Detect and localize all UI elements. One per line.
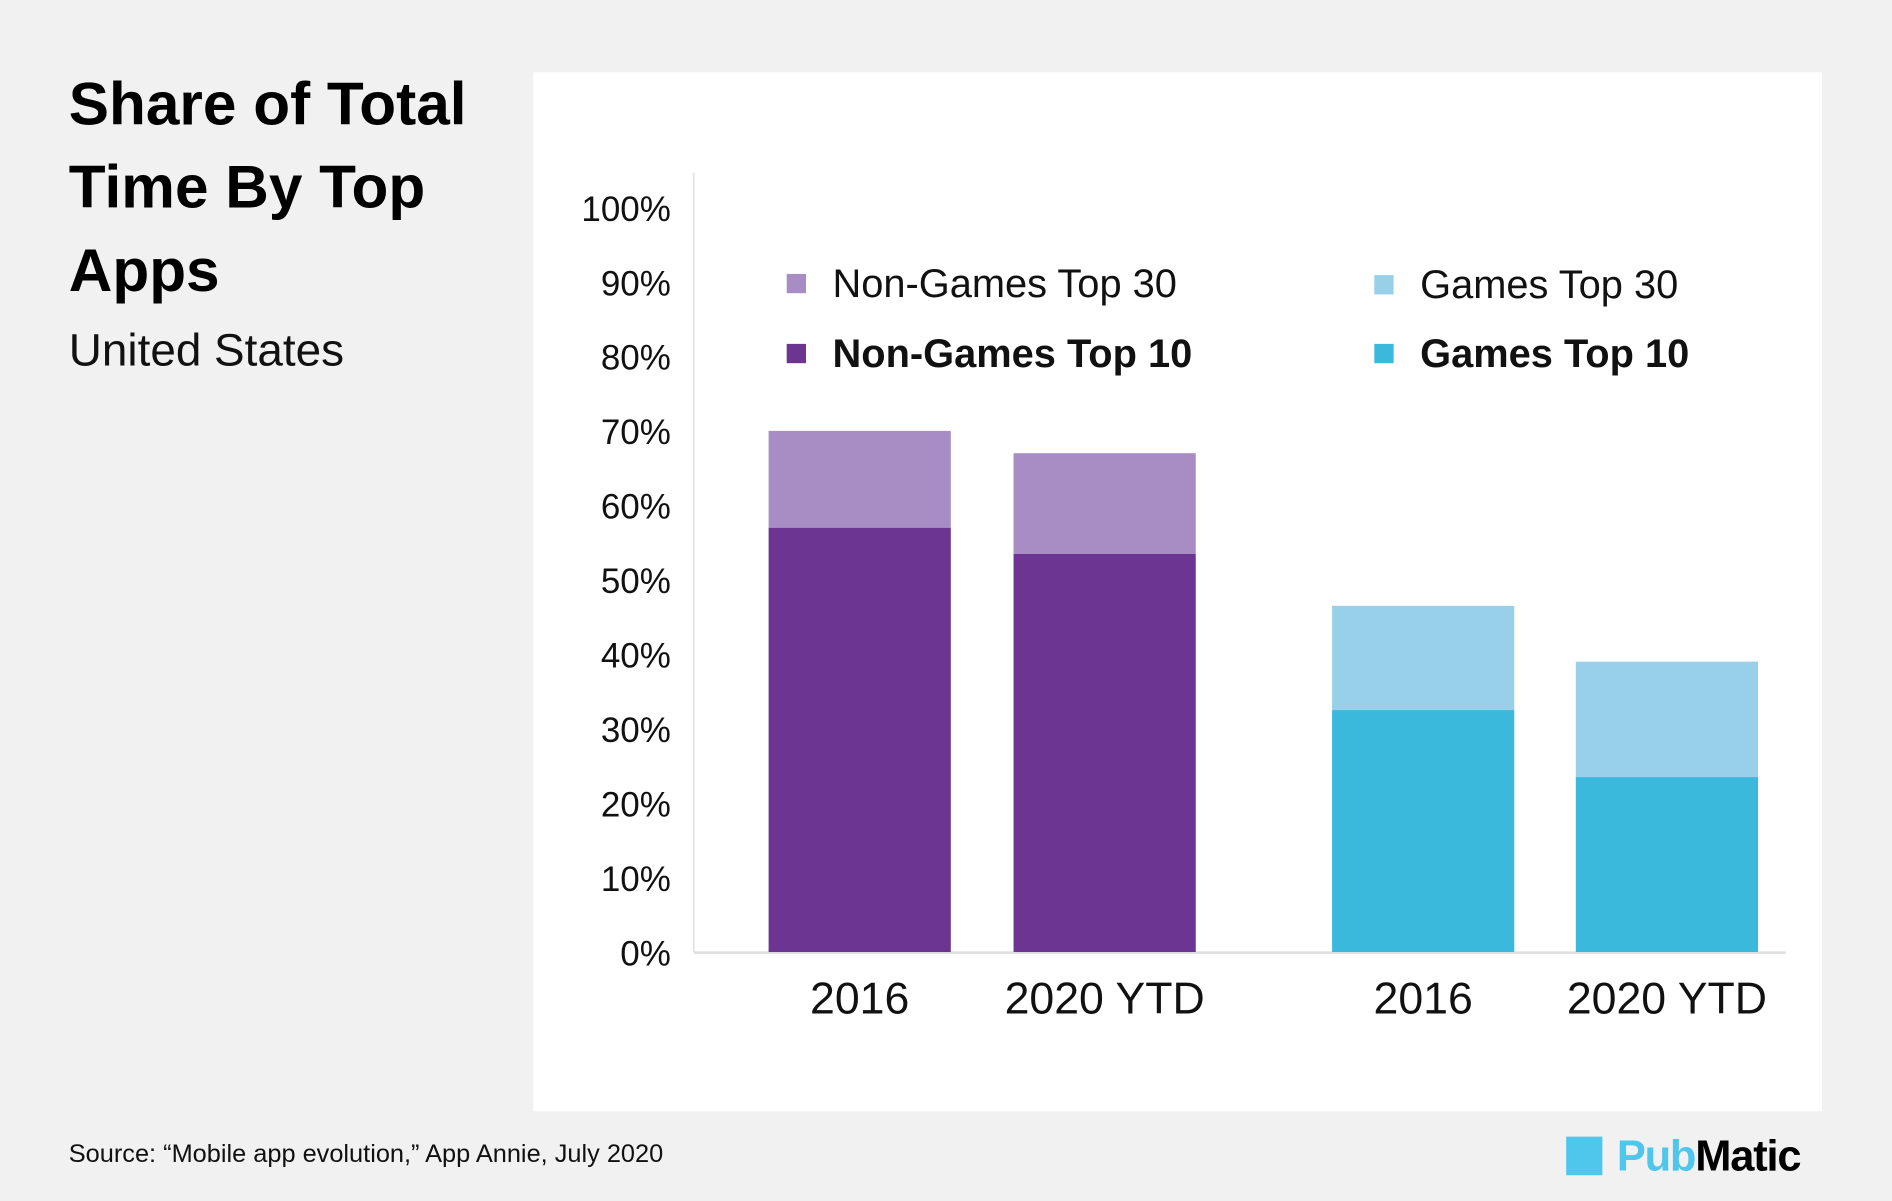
logo-text-matic: Matic bbox=[1695, 1130, 1801, 1181]
legend-label: Games Top 10 bbox=[1420, 332, 1689, 376]
legend-label: Games Top 30 bbox=[1420, 263, 1678, 307]
source-note: Source: “Mobile app evolution,” App Anni… bbox=[68, 1140, 664, 1168]
bar-top30-nongames-0 bbox=[768, 430, 951, 528]
y-tick-label: 60% bbox=[601, 488, 671, 527]
y-tick-label: 0% bbox=[620, 934, 671, 973]
pubmatic-logo: Pub Matic bbox=[1566, 1131, 1801, 1180]
page-title: Share of Total Time By Top Apps bbox=[68, 69, 467, 305]
bar-top10-nongames-0 bbox=[768, 527, 951, 953]
bar-top10-nongames-1 bbox=[1013, 553, 1196, 953]
legend-swatch-1 bbox=[786, 343, 807, 364]
logo-square-icon bbox=[1566, 1136, 1603, 1176]
x-tick-label: 2020 YTD bbox=[1005, 975, 1205, 1024]
y-tick-label: 20% bbox=[601, 785, 671, 824]
legend-swatch-0 bbox=[786, 273, 807, 294]
y-tick-label: 100% bbox=[581, 190, 670, 229]
x-tick-label: 2020 YTD bbox=[1567, 975, 1767, 1024]
legend-swatch-3 bbox=[1374, 343, 1394, 364]
y-tick-label: 40% bbox=[601, 636, 671, 675]
legend-swatch-2 bbox=[1374, 275, 1394, 295]
x-tick-label: 2016 bbox=[810, 975, 909, 1024]
page-subtitle: United States bbox=[68, 325, 345, 377]
bar-top10-games-3 bbox=[1575, 777, 1759, 953]
legend-label: Non-Games Top 10 bbox=[833, 332, 1193, 376]
bar-top30-games-2 bbox=[1332, 605, 1515, 711]
y-tick-label: 50% bbox=[601, 562, 671, 601]
logo-text-pub: Pub bbox=[1616, 1130, 1697, 1181]
y-tick-label: 90% bbox=[601, 264, 671, 303]
y-tick-label: 10% bbox=[601, 860, 671, 899]
bar-top10-games-2 bbox=[1332, 710, 1515, 953]
y-tick-label: 80% bbox=[601, 339, 671, 378]
bar-top30-nongames-1 bbox=[1013, 453, 1196, 554]
x-tick-label: 2016 bbox=[1374, 975, 1473, 1024]
legend-label: Non-Games Top 30 bbox=[833, 262, 1177, 306]
bar-top30-games-3 bbox=[1575, 661, 1759, 778]
y-tick-label: 30% bbox=[601, 711, 671, 750]
y-tick-label: 70% bbox=[601, 413, 671, 452]
